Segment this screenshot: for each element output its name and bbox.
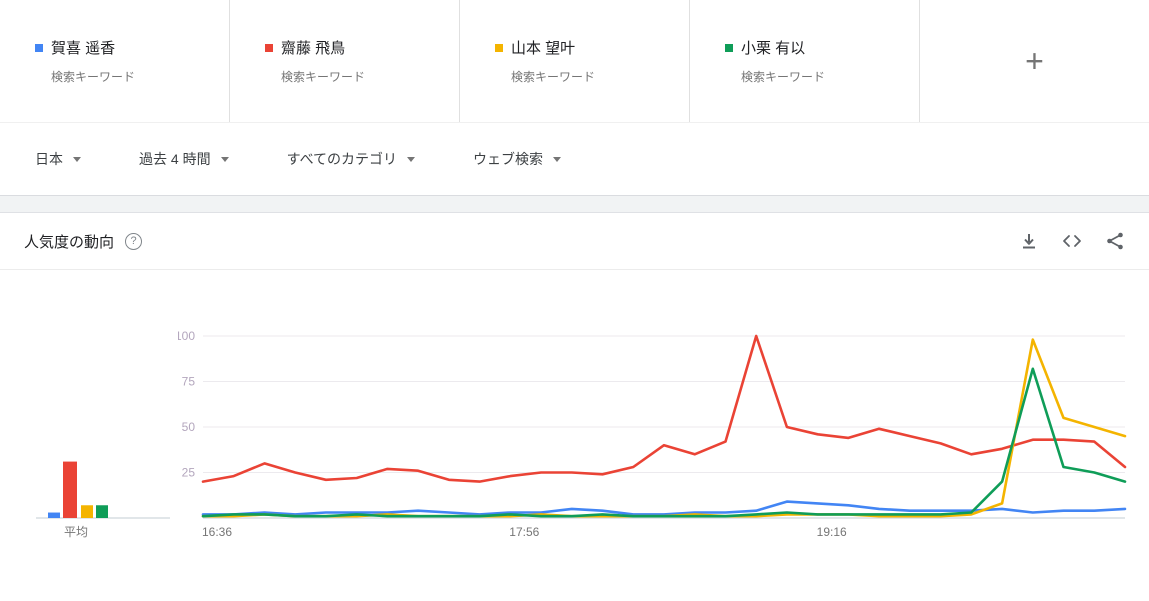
term-type-label: 検索キーワード	[281, 70, 366, 84]
svg-text:19:16: 19:16	[817, 525, 847, 539]
svg-text:25: 25	[182, 466, 196, 480]
search-terms-bar: 賀喜 遥香 検索キーワード 齋藤 飛鳥 検索キーワード 山本 望叶 検索キーワー…	[0, 0, 1149, 123]
svg-text:16:36: 16:36	[202, 525, 232, 539]
trend-line-chart: 25 50 75 100 16:36 17:56 19:16	[175, 300, 1143, 565]
term-label: 小栗 有以	[741, 40, 806, 57]
widget-header: 人気度の動向 ?	[0, 213, 1149, 270]
search-term-card-4[interactable]: 小栗 有以 検索キーワード	[690, 0, 920, 122]
chevron-down-icon	[553, 156, 562, 162]
term-color-swatch	[35, 43, 43, 52]
search-term-card-1[interactable]: 賀喜 遥香 検索キーワード	[0, 0, 230, 122]
chart-area: 平均 25 50 75 100 16:36 17:56 19:16	[0, 270, 1149, 565]
svg-text:100: 100	[178, 329, 195, 343]
term-type-label: 検索キーワード	[741, 70, 826, 84]
filter-category-label: すべてのカテゴリ	[286, 151, 398, 167]
search-term-card-2[interactable]: 齋藤 飛鳥 検索キーワード	[230, 0, 460, 122]
trend-lines-canvas: 25 50 75 100 16:36 17:56 19:16	[175, 329, 1127, 539]
average-bars-canvas: 平均	[36, 461, 170, 539]
filter-region-dropdown[interactable]: 日本	[35, 149, 81, 169]
filter-time-label: 過去 4 時間	[139, 151, 211, 167]
chevron-down-icon	[407, 156, 416, 162]
average-bar-chart: 平均	[28, 300, 178, 565]
plus-icon: +	[1025, 43, 1044, 79]
filter-category-dropdown[interactable]: すべてのカテゴリ	[286, 149, 416, 169]
embed-icon[interactable]	[1061, 231, 1083, 251]
filter-bar: 日本 過去 4 時間 すべてのカテゴリ ウェブ検索	[0, 123, 1149, 196]
widget-actions	[1019, 231, 1125, 251]
term-label: 齋藤 飛鳥	[281, 40, 346, 57]
search-term-card-3[interactable]: 山本 望叶 検索キーワード	[460, 0, 690, 122]
svg-text:50: 50	[182, 420, 196, 434]
filter-search-type-dropdown[interactable]: ウェブ検索	[473, 149, 562, 169]
chevron-down-icon	[220, 156, 229, 162]
term-color-swatch	[265, 43, 273, 52]
filter-region-label: 日本	[35, 151, 63, 167]
interest-over-time-card: 人気度の動向 ?	[0, 212, 1149, 601]
widget-title: 人気度の動向	[24, 233, 115, 251]
svg-text:平均: 平均	[64, 525, 88, 539]
term-label: 山本 望叶	[511, 40, 576, 57]
term-label: 賀喜 遥香	[51, 40, 116, 57]
filter-search-type-label: ウェブ検索	[473, 151, 544, 167]
term-color-swatch	[725, 43, 733, 52]
add-comparison-button[interactable]: +	[920, 0, 1149, 122]
svg-text:17:56: 17:56	[509, 525, 539, 539]
share-icon[interactable]	[1105, 231, 1125, 251]
download-icon[interactable]	[1019, 231, 1039, 251]
term-color-swatch	[495, 43, 503, 52]
term-type-label: 検索キーワード	[51, 70, 136, 84]
term-type-label: 検索キーワード	[511, 70, 596, 84]
chevron-down-icon	[73, 156, 81, 162]
filter-time-dropdown[interactable]: 過去 4 時間	[139, 149, 229, 169]
svg-text:75: 75	[182, 375, 196, 389]
help-icon[interactable]: ?	[125, 232, 143, 250]
